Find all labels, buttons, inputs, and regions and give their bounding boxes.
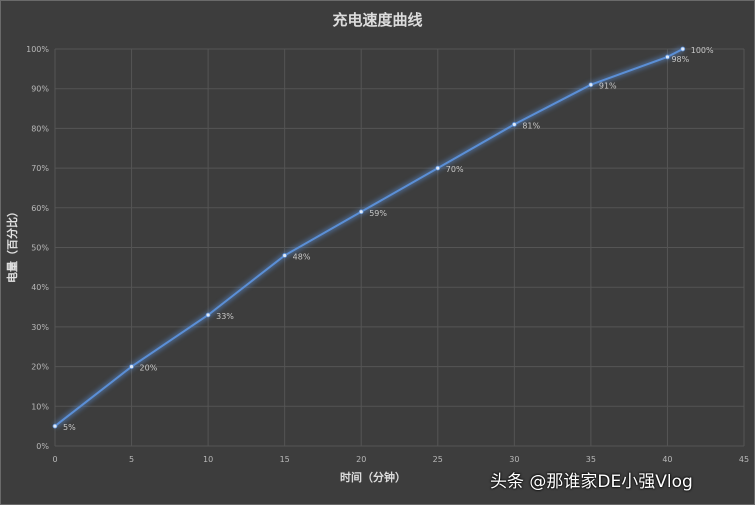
y-tick-label: 80% — [31, 124, 49, 133]
data-point — [358, 209, 364, 215]
x-tick-label: 35 — [586, 455, 596, 464]
data-point — [435, 165, 441, 171]
y-tick-label: 20% — [31, 363, 49, 372]
data-point — [665, 54, 670, 60]
data-label: 81% — [522, 121, 540, 130]
y-tick-label: 0% — [36, 442, 49, 451]
y-tick-label: 50% — [31, 244, 49, 253]
x-axis-label: 时间（分钟） — [340, 471, 406, 484]
x-tick-label: 25 — [433, 455, 443, 464]
chart-title: 充电速度曲线 — [332, 11, 423, 29]
x-tick-label: 20 — [356, 455, 366, 464]
data-point — [282, 253, 288, 258]
y-tick-label: 90% — [31, 85, 49, 94]
data-label: 59% — [369, 209, 387, 218]
series-line — [54, 48, 684, 427]
data-point — [52, 423, 58, 429]
data-point — [680, 46, 686, 52]
y-tick-label: 70% — [31, 164, 49, 173]
data-point — [588, 82, 594, 88]
data-label: 70% — [446, 165, 464, 174]
data-label: 48% — [293, 252, 311, 261]
x-tick-label: 40 — [662, 455, 672, 464]
x-tick-label: 0 — [52, 455, 57, 464]
y-tick-label: 10% — [31, 402, 49, 411]
x-tick-label: 10 — [203, 455, 213, 464]
data-point — [205, 312, 211, 318]
y-tick-label: 60% — [31, 204, 49, 213]
watermark-text: 头条 @那谁家DE小强Vlog — [490, 472, 693, 492]
x-tick-label: 45 — [739, 455, 749, 464]
y-tick-label: 30% — [31, 323, 49, 332]
data-label: 33% — [216, 312, 234, 321]
y-tick-label: 40% — [31, 283, 49, 292]
data-label: 5% — [63, 423, 76, 432]
x-tick-label: 15 — [280, 455, 290, 464]
data-series: 5% 20% 33% 48% 59% 70% 81% 91% 98%100% — [52, 46, 714, 432]
axis-ticks: 0% 10% 20% 30% 40% 50% 60% 70% 80% 90% 100% 0 5 10 15 2… — [26, 45, 749, 464]
data-point — [129, 364, 134, 370]
data-label: 100% — [691, 46, 714, 55]
data-label: 20% — [140, 364, 158, 373]
gridlines — [54, 48, 745, 447]
data-label: 91% — [599, 82, 617, 91]
x-tick-label: 5 — [129, 455, 134, 464]
y-tick-label: 100% — [26, 45, 49, 54]
x-tick-label: 30 — [509, 455, 519, 464]
data-label: 98% — [671, 55, 689, 64]
data-point — [511, 122, 517, 127]
